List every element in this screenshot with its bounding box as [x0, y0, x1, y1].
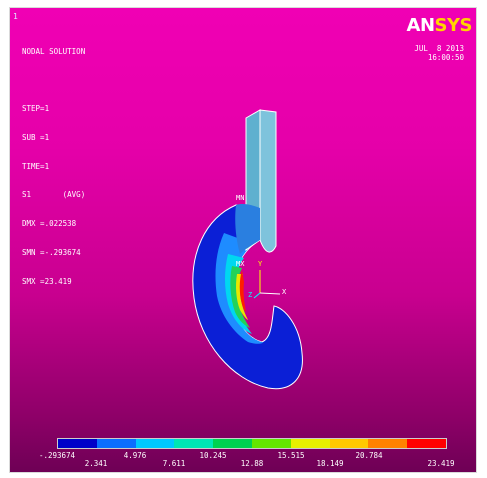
info-line-sub: SUB =1 — [22, 133, 50, 143]
legend-tick-label: 4.976 — [123, 451, 147, 460]
axis-x-label: X — [282, 288, 287, 296]
hook-shank-front — [259, 109, 277, 253]
info-line-step: STEP=1 — [22, 104, 50, 114]
mn-marker: MN — [236, 194, 244, 202]
graphics-viewport[interactable]: 1 NODAL SOLUTION STEP=1 SUB =1 TIME=1 S1… — [9, 7, 477, 473]
legend-tick-label: -.293674 — [38, 451, 76, 460]
contour-yellow — [236, 274, 248, 320]
legend-tick-label: 15.515 — [277, 451, 305, 460]
axis-z-line — [253, 292, 261, 299]
legend-swatch — [251, 439, 291, 448]
info-line-s1: S1 (AVG) — [22, 190, 86, 200]
axis-x-line — [259, 292, 281, 295]
legend-swatch — [58, 439, 97, 448]
legend-tick-label: 10.245 — [199, 451, 227, 460]
legend-tick-label: 2.341 — [84, 459, 108, 468]
ansys-logo: ANSYS — [406, 15, 473, 36]
axis-y-label: Y — [258, 260, 263, 268]
contour-legend — [57, 438, 447, 449]
window-number: 1 — [13, 12, 18, 21]
legend-tick-label: 7.611 — [162, 459, 186, 468]
legend-swatch — [96, 439, 136, 448]
legend-swatch — [329, 439, 369, 448]
legend-tick-label: 12.88 — [240, 459, 264, 468]
info-line-time: TIME=1 — [22, 161, 50, 171]
contour-green — [230, 266, 250, 328]
time-label: 16:00:50 — [427, 53, 464, 62]
legend-swatch — [368, 439, 408, 448]
hook-neck — [235, 204, 260, 254]
legend-swatch — [213, 439, 252, 448]
solution-info: NODAL SOLUTION STEP=1 SUB =1 TIME=1 S1 (… — [22, 28, 85, 305]
info-line-dmx: DMX =.022538 — [22, 219, 77, 229]
legend-tick-label: 20.784 — [355, 451, 383, 460]
contour-red — [239, 270, 246, 312]
date-label: JUL 8 2013 — [414, 44, 464, 53]
legend-swatch — [174, 439, 214, 448]
mx-marker: MX — [236, 260, 245, 268]
info-line-smx: SMX =23.419 — [22, 276, 72, 286]
legend-swatch — [135, 439, 175, 448]
legend-swatch — [290, 439, 330, 448]
legend-swatch — [407, 439, 446, 448]
axis-z-label: Z — [248, 291, 252, 299]
info-line-smn: SMN =-.293674 — [22, 247, 81, 257]
legend-tick-label: 23.419 — [427, 459, 455, 468]
legend-tick-label: 18.149 — [316, 459, 344, 468]
hook-model: MN MX Y Z X — [192, 109, 303, 390]
info-line-title: NODAL SOLUTION — [22, 47, 86, 56]
